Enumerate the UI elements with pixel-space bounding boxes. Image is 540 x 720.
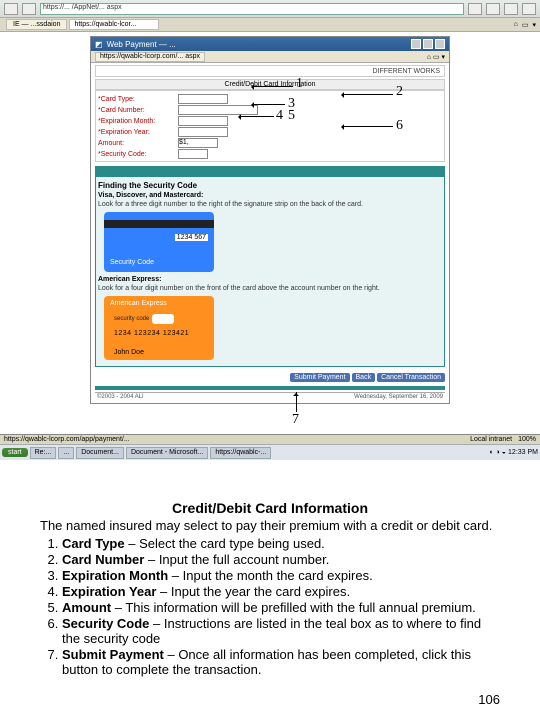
back-button[interactable] [4,3,18,15]
doc-intro: The named insured may select to pay thei… [40,518,500,534]
card-back-visual: 1234 567 Security Code [104,212,214,272]
fwd-button[interactable] [22,3,36,15]
callout-5: 5 [288,108,295,124]
close-button[interactable] [522,3,536,15]
submit-payment-button[interactable]: Submit Payment [290,373,349,382]
inner-tab-1[interactable]: https://qwablc-lcorp.com/... aspx [95,52,205,62]
windows-taskbar: start Re:... ... Document... Document - … [0,444,540,460]
security-code-input[interactable] [178,149,208,159]
inner-min[interactable] [411,39,421,49]
amex-brand: American Express [110,300,167,307]
teal-divider-top [95,166,445,176]
outer-addr2[interactable]: https://qwablc-lcor... [69,19,159,30]
callout-6: 6 [396,118,403,134]
amex-digits: 1234 123234 123421 [114,330,189,337]
status-zone: Local intranet [470,436,512,443]
ie-status-bar: https://qwablc-lcorp.com/app/payment/...… [0,434,540,444]
go-button[interactable] [468,3,482,15]
security-help-box: Finding the Security Code Visa, Discover… [95,176,445,367]
arrow-4 [240,116,274,117]
amex-heading: American Express: [98,276,442,283]
home-icon[interactable]: ⌂ [514,21,518,29]
task-4[interactable]: Document - Microsoft... [126,447,208,459]
exp-month-select[interactable] [178,116,228,126]
card-number-label: *Card Number: [98,107,178,114]
exp-month-label: *Expiration Month: [98,118,178,125]
card-type-select[interactable] [178,94,228,104]
inner-close[interactable] [435,39,445,49]
arrow-6 [343,126,393,127]
print-icon[interactable]: ▭ [522,21,529,29]
teal-divider-bottom [95,386,445,390]
inner-max[interactable] [423,39,433,49]
page-number: 106 [478,692,500,707]
inner-window-title: ◩ Web Payment — ... [91,37,449,51]
page-icon[interactable]: ▾ [532,21,536,29]
address-bar[interactable]: https://... /AppNet/... aspx [40,3,464,15]
footer-copyright: ©2003 - 2004 ALl [97,394,143,400]
card-back-number: 1234 567 [175,234,208,241]
task-3[interactable]: Document... [76,447,124,459]
amount-input[interactable]: $1, [178,138,218,148]
visa-text: Look for a three digit number to the rig… [98,201,442,208]
exp-year-label: *Expiration Year: [98,129,178,136]
amount-label: Amount: [98,140,178,147]
task-2[interactable]: ... [58,447,74,459]
tray-icons[interactable]: ◐ ◑ ◒ [489,449,506,456]
cancel-transaction-button[interactable]: Cancel Transaction [377,373,445,382]
callout-1: 1 [296,76,303,92]
different-works-banner: DIFFERENT WORKS [95,65,445,77]
amex-text: Look for a four digit number on the fron… [98,285,442,292]
amex-sec-label: security code [114,316,149,322]
card-number-input[interactable] [178,105,258,115]
max-button[interactable] [504,3,518,15]
inner-title-text: Web Payment — ... [107,40,176,49]
arrow-1 [253,86,293,87]
document-text-block: Credit/Debit Card Information The named … [40,500,500,677]
task-5[interactable]: https://qwablc-... [210,447,271,459]
inner-app-icon: ◩ [95,40,103,49]
amex-name: John Doe [114,349,144,356]
back-button-form[interactable]: Back [352,373,376,382]
doc-list: Card Type – Select the card type being u… [62,536,500,677]
amex-sec-box [152,314,174,324]
security-code-label: *Security Code: [98,151,178,158]
status-url: https://qwablc-lcorp.com/app/payment/... [4,436,130,443]
outer-browser-chrome: https://... /AppNet/... aspx [0,0,540,18]
task-1[interactable]: Re:... [30,447,57,459]
clock: 12:33 PM [508,449,538,456]
arrow-3 [253,104,285,105]
outer-tab-row: IE — ...ssdaion https://qwablc-lcor... ⌂… [0,18,540,32]
section-heading: Credit/Debit Card Information [95,79,445,90]
footer-date: Wednesday, September 16, 2009 [354,394,443,400]
status-zoom: 100% [518,436,536,443]
card-type-label: *Card Type: [98,96,178,103]
outer-tab-1[interactable]: IE — ...ssdaion [6,19,67,30]
inner-tab-row: https://qwablc-lcorp.com/... aspx ⌂ ▭ ▾ [91,51,449,63]
callout-4: 4 [276,108,283,124]
card-back-label: Security Code [110,259,154,266]
callout-7: 7 [292,412,299,428]
visa-heading: Visa, Discover, and Mastercard: [98,192,442,199]
start-button[interactable]: start [2,448,28,457]
arrow-2 [343,94,393,95]
doc-title: Credit/Debit Card Information [40,500,500,516]
finding-code-heading: Finding the Security Code [98,181,442,190]
arrow-7-head [293,390,299,396]
card-front-visual: American Express security code 1234 1232… [104,296,214,360]
min-button[interactable] [486,3,500,15]
callout-2: 2 [396,84,403,100]
exp-year-select[interactable] [178,127,228,137]
